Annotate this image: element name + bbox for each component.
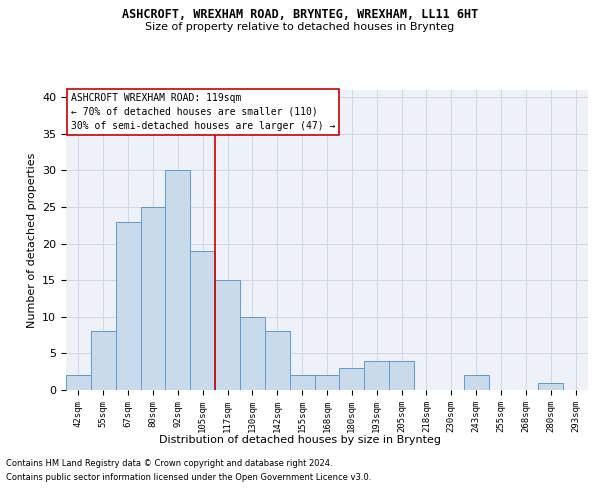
Bar <box>66 376 91 390</box>
Bar <box>215 280 240 390</box>
Bar <box>464 376 488 390</box>
Bar <box>364 360 389 390</box>
Bar <box>166 170 190 390</box>
Bar <box>340 368 364 390</box>
Bar <box>116 222 140 390</box>
Bar <box>190 251 215 390</box>
Text: Distribution of detached houses by size in Brynteg: Distribution of detached houses by size … <box>159 435 441 445</box>
Bar <box>140 207 166 390</box>
Bar <box>314 376 340 390</box>
Bar <box>389 360 414 390</box>
Bar <box>290 376 314 390</box>
Bar <box>265 332 290 390</box>
Text: Contains public sector information licensed under the Open Government Licence v3: Contains public sector information licen… <box>6 474 371 482</box>
Bar <box>538 382 563 390</box>
Bar <box>91 332 116 390</box>
Text: ASHCROFT, WREXHAM ROAD, BRYNTEG, WREXHAM, LL11 6HT: ASHCROFT, WREXHAM ROAD, BRYNTEG, WREXHAM… <box>122 8 478 20</box>
Text: Size of property relative to detached houses in Brynteg: Size of property relative to detached ho… <box>145 22 455 32</box>
Text: ASHCROFT WREXHAM ROAD: 119sqm
← 70% of detached houses are smaller (110)
30% of : ASHCROFT WREXHAM ROAD: 119sqm ← 70% of d… <box>71 93 335 131</box>
Text: Contains HM Land Registry data © Crown copyright and database right 2024.: Contains HM Land Registry data © Crown c… <box>6 458 332 468</box>
Y-axis label: Number of detached properties: Number of detached properties <box>26 152 37 328</box>
Bar <box>240 317 265 390</box>
